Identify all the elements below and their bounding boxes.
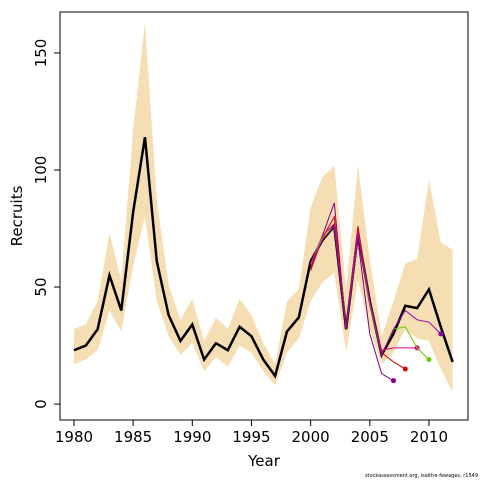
retro-line xyxy=(310,224,442,357)
y-tick-label: 0 xyxy=(32,399,50,409)
x-tick-label: 1990 xyxy=(173,428,211,446)
x-axis-label: Year xyxy=(247,452,281,470)
retro-endpoint xyxy=(402,366,408,372)
x-tick-label: 1980 xyxy=(55,428,93,446)
retro-line xyxy=(310,225,430,360)
retro-endpoint xyxy=(438,331,444,337)
confidence-band xyxy=(73,22,453,393)
retro-endpoint xyxy=(390,378,396,384)
y-tick-label: 50 xyxy=(32,277,50,296)
y-axis-label: Recruits xyxy=(8,185,26,246)
y-tick-label: 100 xyxy=(32,156,50,185)
plot-frame xyxy=(59,11,469,421)
x-tick-label: 2005 xyxy=(351,428,389,446)
y-tick-label: 150 xyxy=(32,39,50,68)
footnote: stockassessment.org, isaithe-fewages, r1… xyxy=(365,473,478,479)
estimate-line xyxy=(73,137,454,379)
retro-line xyxy=(310,215,406,370)
retro-endpoint xyxy=(426,357,432,363)
x-tick-label: 1995 xyxy=(232,428,270,446)
x-tick-label: 2010 xyxy=(410,428,448,446)
x-tick-label: 1985 xyxy=(114,428,152,446)
x-tick-label: 2000 xyxy=(292,428,330,446)
